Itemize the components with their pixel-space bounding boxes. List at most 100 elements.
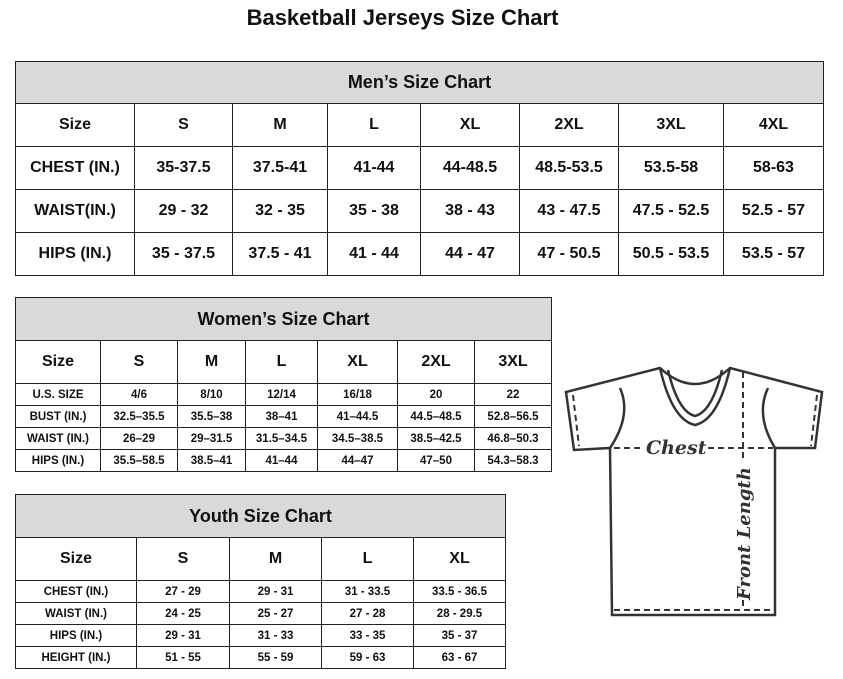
table-cell: 37.5 - 41 — [232, 232, 328, 276]
table-cell: 20 — [397, 383, 475, 406]
table-cell: 54.3–58.3 — [473, 449, 553, 472]
size-header: 2XL — [397, 340, 475, 384]
table-cell: 43 - 47.5 — [519, 189, 619, 233]
table-cell: 24 - 25 — [136, 602, 230, 625]
table-cell: 29 - 32 — [134, 189, 233, 233]
size-header: 2XL — [519, 103, 619, 147]
table-cell: 35.5–38 — [177, 405, 246, 428]
page-title: Basketball Jerseys Size Chart — [246, 5, 559, 30]
table-row: WAIST (IN.) 26–29 29–31.5 31.5–34.5 34.5–38.… — [15, 427, 553, 450]
size-header: L — [245, 340, 318, 384]
row-label: HIPS (IN.) — [15, 449, 101, 472]
table-cell: 58-63 — [723, 146, 824, 190]
size-label: Size — [15, 103, 135, 147]
mens-caption: Men’s Size Chart — [15, 61, 824, 104]
table-row: CHEST (IN.) 35-37.5 37.5-41 41-44 44-48.5 48.… — [15, 146, 824, 190]
table-cell: 34.5–38.5 — [317, 427, 398, 450]
mens-size-table: Men’s Size Chart Size S M L XL 2XL 3XL 4XL CHEST… — [15, 61, 824, 276]
size-header: M — [177, 340, 246, 384]
table-cell: 48.5-53.5 — [519, 146, 619, 190]
row-label: HIPS (IN.) — [15, 624, 137, 647]
table-cell: 41–44.5 — [317, 405, 398, 428]
table-cell: 25 - 27 — [229, 602, 322, 625]
table-cell: 29 - 31 — [229, 580, 322, 603]
row-label: HIPS (IN.) — [15, 232, 135, 276]
jersey-outline — [564, 366, 824, 617]
row-label: WAIST (IN.) — [15, 602, 137, 625]
table-row: CHEST (IN.) 27 - 29 29 - 31 31 - 33.5 33.5 -… — [15, 580, 507, 603]
table-cell: 26–29 — [100, 427, 178, 450]
table-cell: 27 - 29 — [136, 580, 230, 603]
table-cell: 35 - 37.5 — [134, 232, 233, 276]
table-cell: 29–31.5 — [177, 427, 246, 450]
table-cell: 44–47 — [317, 449, 398, 472]
womens-caption: Women’s Size Chart — [14, 297, 553, 341]
table-cell: 27 - 28 — [321, 602, 414, 625]
size-header: S — [134, 103, 233, 147]
table-cell: 29 - 31 — [136, 624, 230, 647]
youth-caption: Youth Size Chart — [14, 494, 507, 538]
table-cell: 53.5 - 57 — [723, 232, 824, 276]
table-cell: 33 - 35 — [321, 624, 414, 647]
table-cell: 31 - 33 — [229, 624, 322, 647]
table-cell: 50.5 - 53.5 — [618, 232, 724, 276]
size-header: S — [136, 537, 230, 581]
size-label: Size — [15, 340, 101, 384]
table-cell: 51 - 55 — [136, 646, 230, 669]
row-label: CHEST (IN.) — [15, 146, 135, 190]
table-cell: 8/10 — [177, 383, 246, 406]
table-cell: 46.8–50.3 — [473, 427, 553, 450]
table-cell: 31 - 33.5 — [321, 580, 414, 603]
table-cell: 59 - 63 — [321, 646, 414, 669]
table-row: HIPS (IN.) 35 - 37.5 37.5 - 41 41 - 44 44 - … — [15, 232, 824, 276]
table-cell: 44.5–48.5 — [397, 405, 475, 428]
size-header: M — [232, 103, 328, 147]
table-cell: 35 - 37 — [412, 624, 507, 647]
row-label: HEIGHT (IN.) — [15, 646, 137, 669]
table-row: WAIST (IN.) 24 - 25 25 - 27 27 - 28 28 - 29.… — [15, 602, 507, 625]
table-cell: 32.5–35.5 — [100, 405, 178, 428]
table-cell: 16/18 — [317, 383, 398, 406]
row-label: CHEST (IN.) — [15, 580, 137, 603]
table-cell: 31.5–34.5 — [245, 427, 318, 450]
table-cell: 63 - 67 — [412, 646, 507, 669]
chest-label: Chest — [646, 437, 707, 459]
row-label: WAIST (IN.) — [15, 427, 101, 450]
table-cell: 35 - 38 — [327, 189, 421, 233]
table-cell: 44 - 47 — [420, 232, 520, 276]
table-row: HIPS (IN.) 29 - 31 31 - 33 33 - 35 35 - 37 — [15, 624, 507, 647]
table-row: U.S. SIZE 4/6 8/10 12/14 16/18 20 22 — [15, 383, 553, 406]
table-cell: 32 - 35 — [232, 189, 328, 233]
size-header: 3XL — [618, 103, 724, 147]
size-header: XL — [412, 537, 507, 581]
jersey-diagram: Chest Front Length — [564, 366, 824, 617]
table-cell: 38.5–42.5 — [397, 427, 475, 450]
womens-size-table: Women’s Size Chart Size S M L XL 2XL 3XL U.S. S… — [14, 297, 553, 472]
table-row: WAIST(IN.) 29 - 32 32 - 35 35 - 38 38 - 43 43… — [15, 189, 824, 233]
table-row: BUST (IN.) 32.5–35.5 35.5–38 38–41 41–44.5 44… — [15, 405, 553, 428]
row-label: WAIST(IN.) — [15, 189, 135, 233]
table-cell: 35-37.5 — [134, 146, 233, 190]
table-cell: 22 — [473, 383, 553, 406]
table-cell: 52.5 - 57 — [723, 189, 824, 233]
table-cell: 47 - 50.5 — [519, 232, 619, 276]
table-cell: 38.5–41 — [177, 449, 246, 472]
table-cell: 28 - 29.5 — [412, 602, 507, 625]
table-row: HIPS (IN.) 35.5–58.5 38.5–41 41–44 44–47 47–5… — [15, 449, 553, 472]
table-cell: 41 - 44 — [327, 232, 421, 276]
front-length-label: Front Length — [734, 467, 755, 601]
table-cell: 55 - 59 — [229, 646, 322, 669]
size-label: Size — [15, 537, 137, 581]
table-cell: 35.5–58.5 — [100, 449, 178, 472]
size-header: 4XL — [723, 103, 824, 147]
table-cell: 33.5 - 36.5 — [412, 580, 507, 603]
table-cell: 44-48.5 — [420, 146, 520, 190]
size-header: XL — [420, 103, 520, 147]
table-cell: 37.5-41 — [232, 146, 328, 190]
row-label: U.S. SIZE — [15, 383, 101, 406]
table-cell: 38 - 43 — [420, 189, 520, 233]
size-header: L — [327, 103, 421, 147]
size-header: 3XL — [473, 340, 553, 384]
table-cell: 53.5-58 — [618, 146, 724, 190]
table-row: HEIGHT (IN.) 51 - 55 55 - 59 59 - 63 63 - 67 — [15, 646, 507, 669]
